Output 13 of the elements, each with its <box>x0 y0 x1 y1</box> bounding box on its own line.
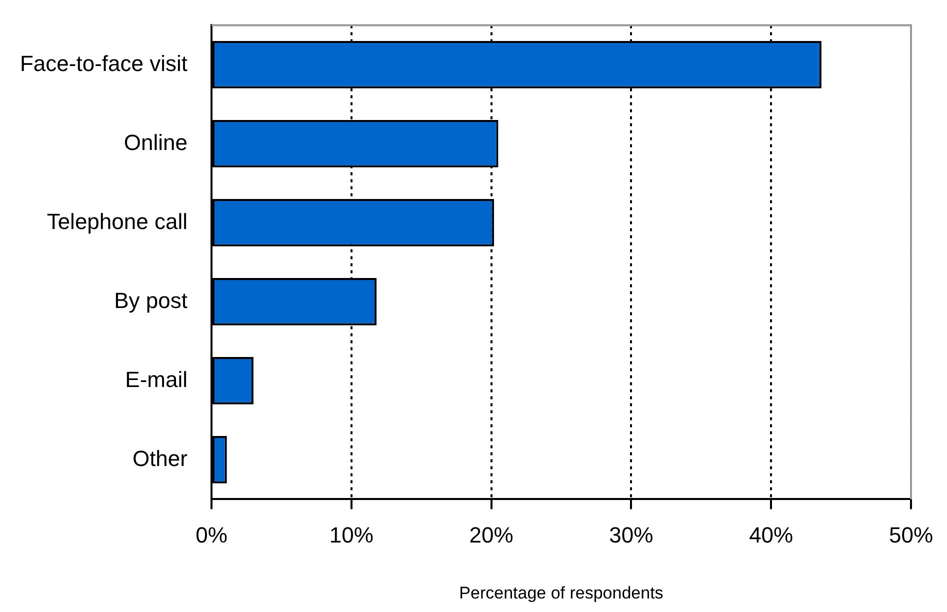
y-tick-label: E-mail <box>125 366 188 392</box>
y-tick-label: Face-to-face visit <box>20 50 188 76</box>
y-tick-label: By post <box>114 288 188 313</box>
x-tick-label: 40% <box>749 522 794 548</box>
y-tick-label: Online <box>124 130 188 155</box>
y-tick-label: Other <box>132 446 188 471</box>
x-axis-title: Percentage of respondents <box>459 583 664 602</box>
y-tick-label: Telephone call <box>46 208 188 234</box>
x-tick-label: 20% <box>469 522 514 548</box>
x-tick-label: 10% <box>329 522 374 548</box>
x-tick-label: 30% <box>609 522 654 548</box>
x-tick-label: 0% <box>196 522 228 548</box>
x-tick-label: 50% <box>888 522 934 548</box>
